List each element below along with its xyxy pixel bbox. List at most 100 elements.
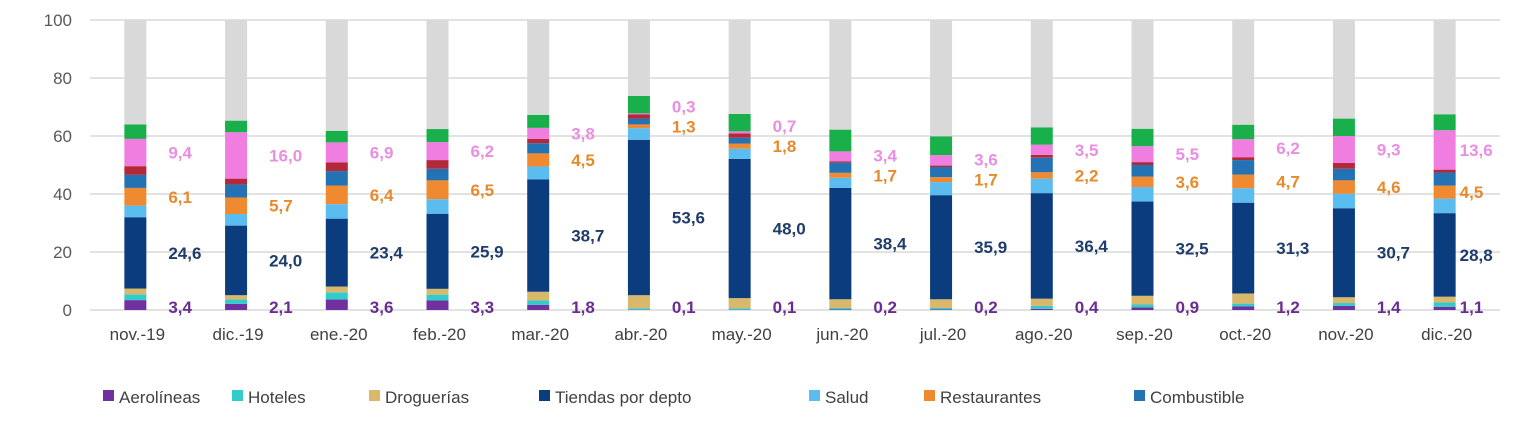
bar-segment <box>1332 193 1355 209</box>
x-tick-label: jul.-20 <box>919 325 966 344</box>
data-label: 2,1 <box>269 298 293 317</box>
data-label: 3,6 <box>974 151 998 170</box>
bar-segment <box>1030 154 1053 158</box>
data-label: 9,4 <box>168 144 192 163</box>
x-tick-label: sep.-20 <box>1116 325 1173 344</box>
data-label: 13,6 <box>1460 141 1493 160</box>
data-label: 32,5 <box>1176 240 1209 259</box>
bar-segment <box>225 299 248 304</box>
data-label: 3,4 <box>168 298 192 317</box>
data-label: 0,7 <box>773 117 797 136</box>
bar-segment <box>325 130 348 143</box>
bar-segment <box>1433 302 1456 307</box>
data-label: 5,7 <box>269 197 293 216</box>
bar-segment <box>124 288 147 295</box>
bar-segment <box>728 137 751 144</box>
bar-segment <box>829 177 852 188</box>
legend-swatch <box>232 390 243 401</box>
bar-segment <box>829 307 852 310</box>
data-label: 1,1 <box>1460 298 1484 317</box>
bar-segment <box>930 167 953 178</box>
bar-segment <box>930 307 953 310</box>
bar-segment <box>527 114 550 128</box>
bar-segment <box>1131 162 1154 165</box>
bar-segment <box>1332 168 1355 181</box>
bar-segment <box>1332 180 1355 194</box>
bar-segment <box>1232 160 1255 175</box>
bar-segment <box>1131 176 1154 188</box>
bar-segment <box>1131 201 1154 296</box>
bar-segment <box>1433 198 1456 214</box>
x-tick-label: abr.-20 <box>614 325 667 344</box>
legend-swatch <box>809 390 820 401</box>
data-label: 6,1 <box>168 188 192 207</box>
data-label: 35,9 <box>974 238 1007 257</box>
bar-segment <box>426 180 449 200</box>
data-label: 2,2 <box>1075 166 1099 185</box>
bar-segment <box>325 171 348 186</box>
data-label: 23,4 <box>370 244 404 263</box>
bar-segment <box>1232 139 1255 158</box>
x-tick-label: mar.-20 <box>511 325 569 344</box>
bar-segment <box>1232 306 1255 310</box>
bar-segment <box>1332 303 1355 306</box>
bar-segment <box>728 131 751 134</box>
bar-segment <box>627 128 650 140</box>
data-label: 25,9 <box>471 242 504 261</box>
data-label: 4,5 <box>571 151 595 170</box>
bar-segment <box>124 124 147 139</box>
bar-segment <box>325 286 348 293</box>
bar-segment <box>1030 308 1053 310</box>
bar-segment <box>225 178 248 185</box>
bar-segment <box>426 213 449 289</box>
bar-segment <box>829 20 852 130</box>
data-label: 1,7 <box>974 171 998 190</box>
bar-segment <box>426 199 449 214</box>
legend-swatch <box>924 390 935 401</box>
bar-segment <box>930 195 953 300</box>
bar-segment <box>426 160 449 169</box>
data-label: 0,4 <box>1075 298 1099 317</box>
data-label: 1,2 <box>1276 298 1300 317</box>
bar-segment <box>627 114 650 119</box>
bar-segment <box>1232 174 1255 189</box>
data-label: 16,0 <box>269 146 302 165</box>
bar-segment <box>1232 124 1255 140</box>
data-label: 3,3 <box>471 298 495 317</box>
y-tick-label: 20 <box>53 243 72 262</box>
bar-segment <box>1030 298 1053 306</box>
y-tick-label: 0 <box>63 301 72 320</box>
bar-segment <box>325 142 348 163</box>
bar-segment <box>1030 305 1053 309</box>
bar-segment <box>728 113 751 132</box>
data-label: 1,8 <box>571 298 595 317</box>
bar-segment <box>124 166 147 175</box>
data-label: 3,5 <box>1075 141 1099 160</box>
bar-segment <box>728 148 751 159</box>
data-label: 0,1 <box>773 298 797 317</box>
bar-segment <box>527 304 550 310</box>
y-tick-label: 60 <box>53 127 72 146</box>
bar-segment <box>627 139 650 296</box>
bar-segment <box>627 113 650 115</box>
bar-segment <box>1433 114 1456 131</box>
bar-segment <box>1131 307 1154 310</box>
bar-segment <box>1433 213 1456 297</box>
legend-swatch <box>103 390 114 401</box>
x-tick-label: nov.-20 <box>1318 325 1373 344</box>
data-label: 0,2 <box>873 298 897 317</box>
x-tick-label: ene.-20 <box>310 325 368 344</box>
bar-segment <box>426 20 449 130</box>
bar-segment <box>1433 296 1456 303</box>
legend-label: Aerolíneas <box>119 388 200 407</box>
bar-segment <box>930 136 953 156</box>
bar-segment <box>1232 188 1255 203</box>
data-label: 3,8 <box>571 124 595 143</box>
data-label: 9,3 <box>1377 140 1401 159</box>
bar-segment <box>225 132 248 179</box>
bar-segment <box>1433 172 1456 186</box>
bar-segment <box>829 299 852 308</box>
data-label: 6,2 <box>1276 139 1300 158</box>
bar-segment <box>1332 20 1355 119</box>
y-tick-label: 40 <box>53 185 72 204</box>
